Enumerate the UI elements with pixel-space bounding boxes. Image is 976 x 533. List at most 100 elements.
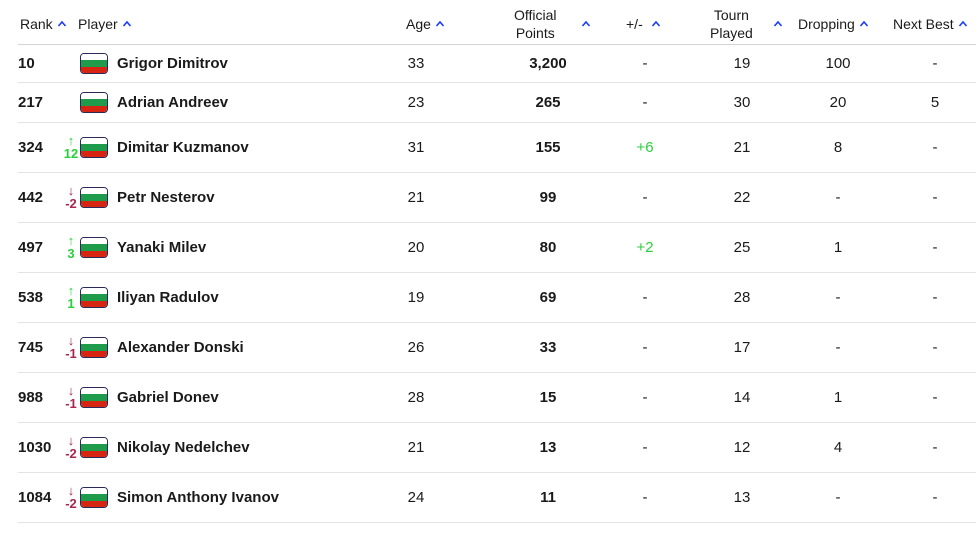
dropping-cell: 1 <box>833 389 843 406</box>
tourn-played-cell: 22 <box>733 189 751 206</box>
plusminus-cell: - <box>642 189 648 206</box>
player-name-link[interactable]: Adrian Andreev <box>117 94 229 111</box>
rank-header-label: Rank <box>20 16 53 32</box>
player-name-link[interactable]: Petr Nesterov <box>117 189 215 206</box>
rank-movement <box>62 83 80 122</box>
table-row[interactable]: 10 Grigor Dimitrov 33 3,200 - 19 100 - <box>18 45 976 83</box>
rank-cell: 538 <box>18 289 44 306</box>
rank-change: 3 <box>67 245 75 261</box>
plusminus-cell: +6 <box>636 139 654 156</box>
sort-dropping-header[interactable]: Dropping <box>798 15 869 33</box>
arrow-up-icon: ↑ <box>67 132 75 148</box>
player-name-link[interactable]: Nikolay Nedelchev <box>117 439 250 456</box>
points-cell: 11 <box>540 489 556 506</box>
bulgaria-flag-icon <box>80 387 108 408</box>
table-row[interactable]: 988 ↓ -1 Gabriel Donev 28 15 - 14 1 - <box>18 373 976 423</box>
player-name-link[interactable]: Iliyan Radulov <box>117 289 219 306</box>
plusminus-cell: - <box>642 489 648 506</box>
dropping-header-label: Dropping <box>798 16 855 32</box>
table-row[interactable]: 745 ↓ -1 Alexander Donski 26 33 - 17 - - <box>18 323 976 373</box>
flag-cell <box>80 323 108 372</box>
plusminus-cell: - <box>642 289 648 306</box>
table-row[interactable]: 442 ↓ -2 Petr Nesterov 21 99 - 22 - - <box>18 173 976 223</box>
tourn-played-cell: 14 <box>733 389 751 406</box>
rank-movement: ↓ -2 <box>62 473 80 522</box>
dropping-cell: - <box>835 289 841 306</box>
flag-cell <box>80 83 108 122</box>
sort-caret-icon <box>435 19 445 29</box>
arrow-down-icon: ↓ <box>67 382 75 398</box>
bulgaria-flag-icon <box>80 337 108 358</box>
player-name-link[interactable]: Dimitar Kuzmanov <box>117 139 249 156</box>
age-cell: 20 <box>407 239 425 256</box>
flag-cell <box>80 223 108 272</box>
age-cell: 26 <box>407 339 425 356</box>
table-row[interactable]: 538 ↑ 1 Iliyan Radulov 19 69 - 28 - - <box>18 273 976 323</box>
sort-rank-header[interactable]: Rank <box>20 15 67 33</box>
player-name-link[interactable]: Yanaki Milev <box>117 239 207 256</box>
rank-cell: 988 <box>18 389 44 406</box>
sort-caret-icon <box>581 19 591 29</box>
arrow-down-icon: ↓ <box>67 182 75 198</box>
bulgaria-flag-icon <box>80 187 108 208</box>
points-cell: 155 <box>535 139 561 156</box>
sort-next-best-header[interactable]: Next Best <box>893 15 968 33</box>
points-cell: 3,200 <box>529 55 567 72</box>
points-cell: 33 <box>539 339 557 356</box>
plusminus-cell: +2 <box>636 239 654 256</box>
sort-points-header[interactable]: Official Points <box>514 6 591 42</box>
sort-played-header[interactable]: Tourn Played <box>710 6 783 42</box>
player-name-link[interactable]: Grigor Dimitrov <box>117 55 228 72</box>
player-name-link[interactable]: Simon Anthony Ivanov <box>117 489 279 506</box>
flag-cell <box>80 273 108 322</box>
points-cell: 80 <box>539 239 557 256</box>
age-header-label: Age <box>406 16 431 32</box>
rank-cell: 442 <box>18 189 44 206</box>
rank-cell: 1084 <box>18 489 52 506</box>
rank-change: 1 <box>67 295 75 311</box>
points-cell: 13 <box>539 439 557 456</box>
dropping-cell: - <box>835 189 841 206</box>
sort-age-header[interactable]: Age <box>406 15 445 33</box>
player-name-link[interactable]: Alexander Donski <box>117 339 244 356</box>
age-cell: 28 <box>407 389 425 406</box>
points-cell: 265 <box>535 94 561 111</box>
tourn-played-cell: 28 <box>733 289 751 306</box>
flag-cell <box>80 473 108 522</box>
rank-cell: 1030 <box>18 439 52 456</box>
bulgaria-flag-icon <box>80 437 108 458</box>
rank-movement: ↑ 1 <box>62 273 80 322</box>
rank-movement: ↓ -2 <box>62 173 80 222</box>
sort-caret-icon <box>773 19 783 29</box>
sort-player-header[interactable]: Player <box>78 15 132 33</box>
table-row[interactable]: 497 ↑ 3 Yanaki Milev 20 80 +2 25 1 - <box>18 223 976 273</box>
sort-caret-icon <box>859 19 869 29</box>
sort-caret-icon <box>122 19 132 29</box>
table-row[interactable]: 217 Adrian Andreev 23 265 - 30 20 5 <box>18 83 976 123</box>
arrow-up-icon: ↑ <box>67 282 75 298</box>
points-cell: 15 <box>539 389 557 406</box>
sort-caret-icon <box>958 19 968 29</box>
player-name-link[interactable]: Gabriel Donev <box>117 389 219 406</box>
table-row[interactable]: 1084 ↓ -2 Simon Anthony Ivanov 24 11 - 13 - - <box>18 473 976 523</box>
sort-plusminus-header[interactable]: +/- <box>626 15 661 33</box>
table-row[interactable]: 324 ↑ 12 Dimitar Kuzmanov 31 155 +6 21 8 - <box>18 123 976 173</box>
tourn-played-cell: 19 <box>733 55 751 72</box>
rank-cell: 324 <box>18 139 44 156</box>
dropping-cell: 8 <box>833 139 843 156</box>
next-best-cell: - <box>932 389 938 406</box>
flag-cell <box>80 123 108 172</box>
next-best-cell: - <box>932 439 938 456</box>
rank-movement <box>62 45 80 82</box>
tourn-played-cell: 17 <box>733 339 751 356</box>
next-best-cell: - <box>932 489 938 506</box>
bulgaria-flag-icon <box>80 487 108 508</box>
flag-cell <box>80 45 108 82</box>
age-cell: 19 <box>407 289 425 306</box>
plusminus-cell: - <box>642 389 648 406</box>
age-cell: 21 <box>407 189 425 206</box>
rank-change: 12 <box>63 145 79 161</box>
table-header: Rank Player Age Official Points +/- Tourn… <box>18 0 976 45</box>
rank-movement: ↑ 3 <box>62 223 80 272</box>
table-row[interactable]: 1030 ↓ -2 Nikolay Nedelchev 21 13 - 12 4 - <box>18 423 976 473</box>
